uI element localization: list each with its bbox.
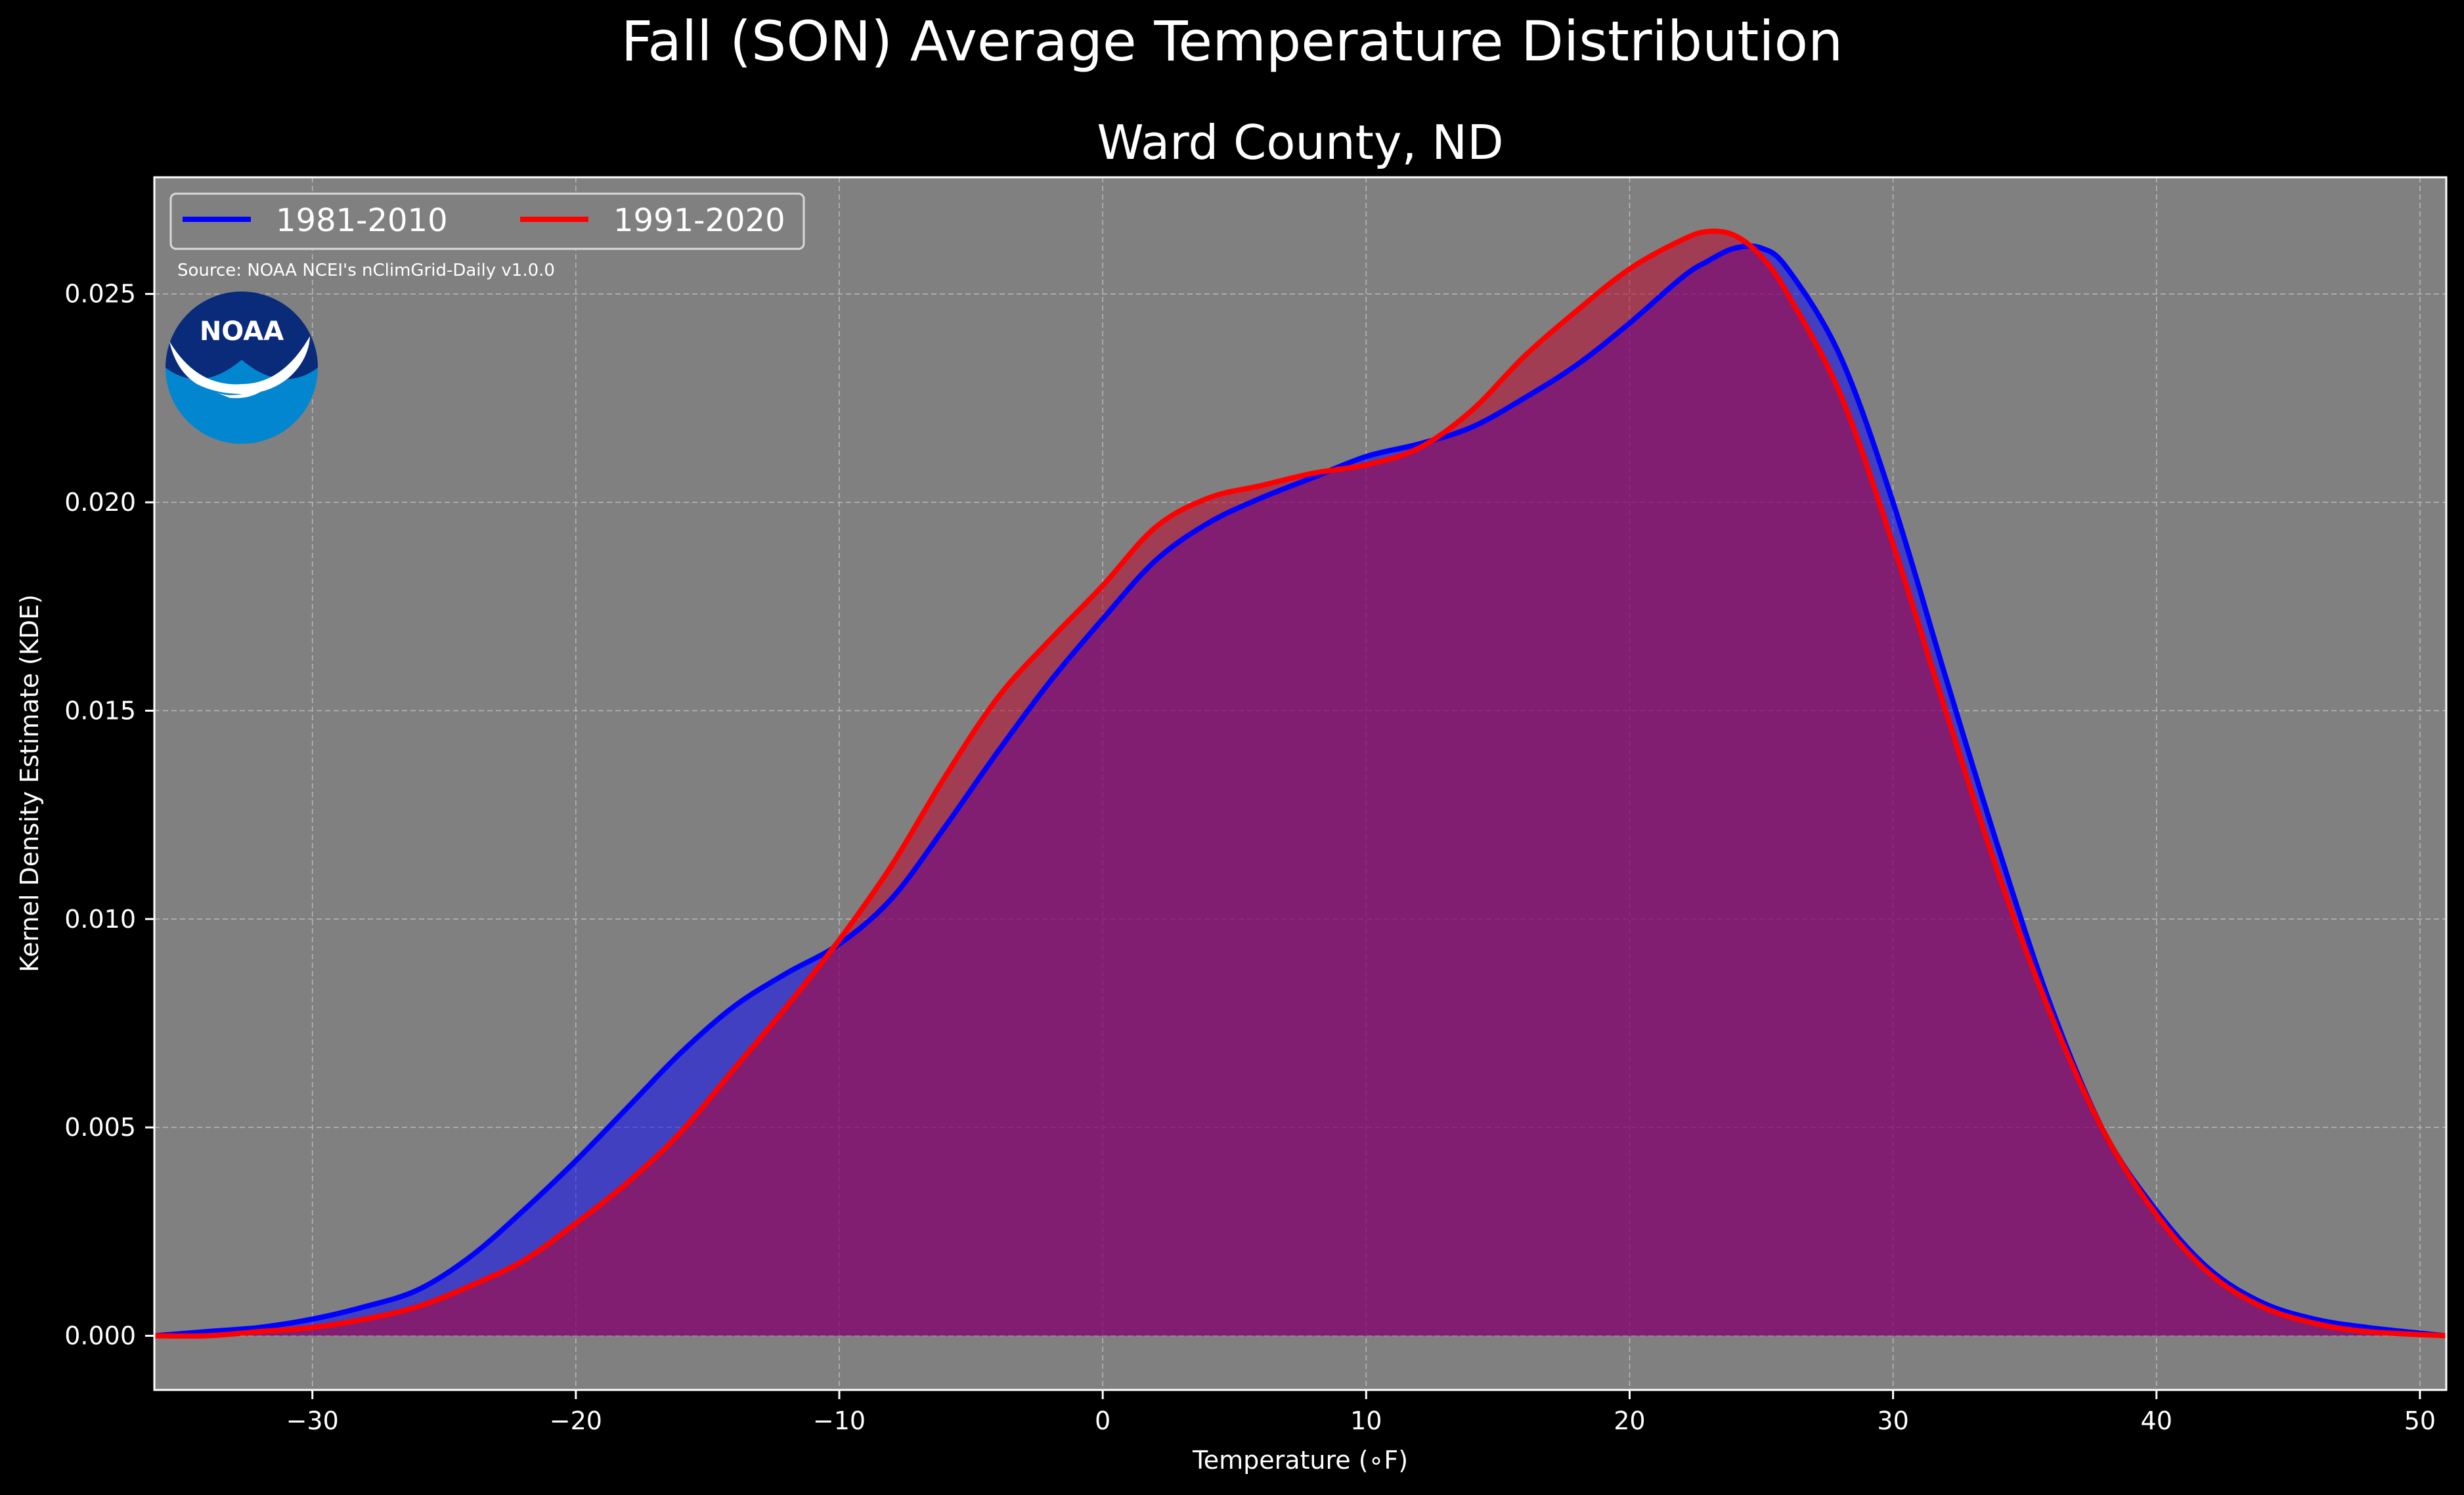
x-tick-label: 0: [1095, 1406, 1111, 1435]
y-tick-label: 0.000: [64, 1321, 136, 1350]
x-tick-label: 40: [2141, 1406, 2172, 1435]
x-axis-ticks: −30 −20 −10 0 10 20 30 40 50: [286, 1390, 2436, 1435]
y-tick-label: 0.005: [64, 1113, 136, 1142]
legend-box: [169, 192, 805, 250]
legend: 1981-2010 1991-2020: [169, 192, 805, 250]
series-layer: [154, 228, 2446, 1339]
x-tick-label: 30: [1877, 1406, 1908, 1435]
chart-title: Ward County, ND: [1097, 115, 1503, 170]
x-axis-label: Temperature (∘F): [1192, 1446, 1408, 1475]
y-tick-label: 0.010: [64, 905, 136, 934]
plot-frame: [153, 176, 2448, 1391]
x-tick-label: −30: [286, 1406, 339, 1435]
series-line-1991-2020: [154, 228, 2446, 1339]
noaa-logo: NOAA: [165, 292, 318, 444]
y-tick-label: 0.020: [64, 488, 136, 517]
svg-text:NOAA: NOAA: [200, 316, 284, 347]
x-tick-label: 20: [1614, 1406, 1645, 1435]
series-fill-1991-2020: [154, 231, 2446, 1336]
x-tick-label: −10: [813, 1406, 866, 1435]
series-line-1981-2010: [154, 243, 2446, 1339]
y-axis-label: Kernel Density Estimate (KDE): [15, 594, 44, 972]
legend-label-1981-2010: 1981-2010: [276, 202, 448, 239]
y-tick-label: 0.025: [64, 280, 136, 309]
y-tick-label: 0.015: [64, 696, 136, 725]
x-tick-label: 50: [2404, 1406, 2436, 1435]
chart-suptitle: Fall (SON) Average Temperature Distribut…: [621, 9, 1843, 74]
y-axis-ticks: 0.000 0.005 0.010 0.015 0.020 0.025: [64, 280, 154, 1350]
legend-label-1991-2020: 1991-2020: [613, 202, 785, 239]
x-tick-label: −20: [550, 1406, 602, 1435]
x-tick-label: 10: [1350, 1406, 1382, 1435]
source-note: Source: NOAA NCEI's nClimGrid-Daily v1.0…: [177, 261, 555, 280]
